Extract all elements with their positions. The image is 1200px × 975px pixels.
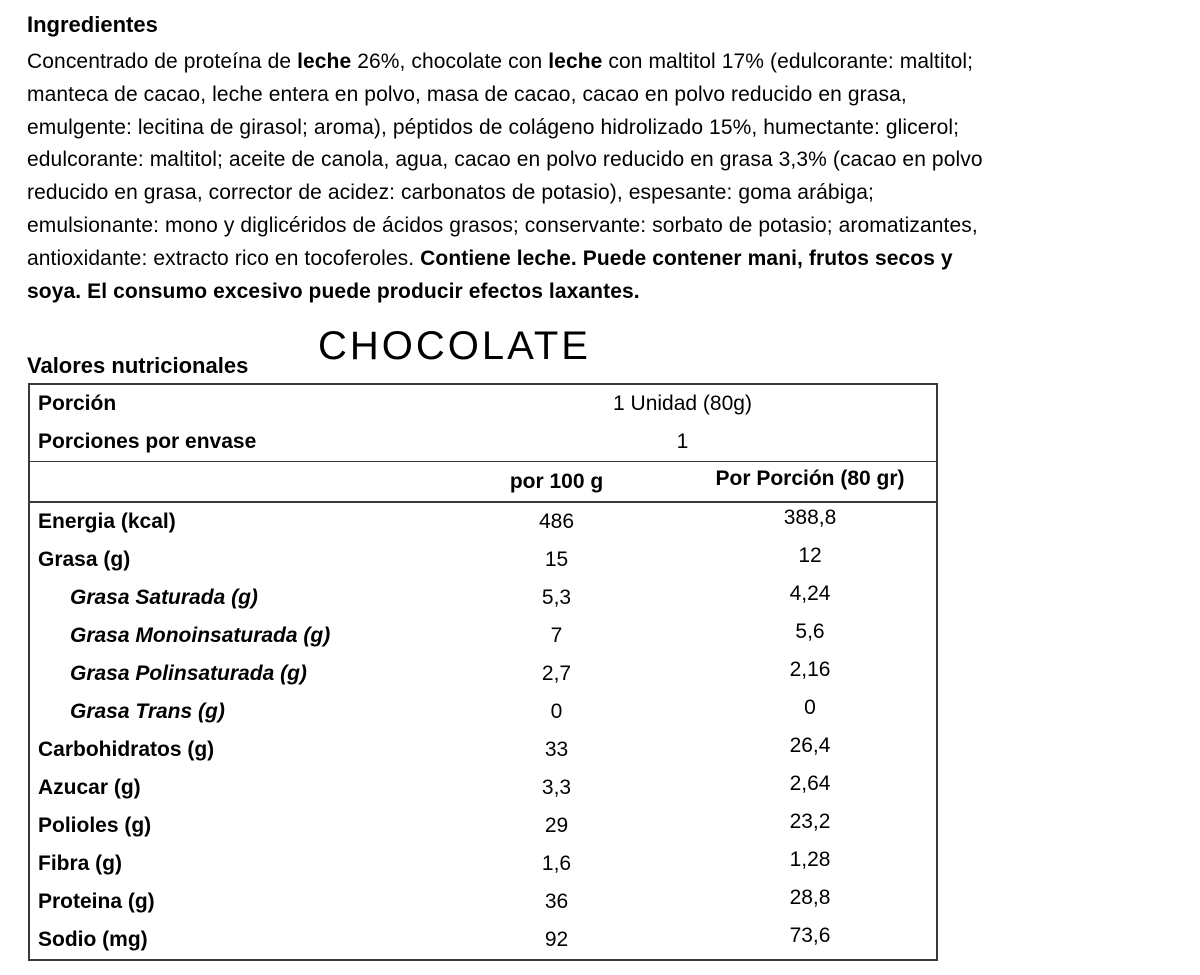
row-label: Energia (kcal)	[38, 510, 176, 534]
ingredients-line: manteca de cacao, leche entera en polvo,…	[27, 79, 1180, 112]
value-per-portion: 2,16	[789, 658, 831, 682]
ingredients-bold-text: soya. El consumo excesivo puede producir…	[27, 279, 640, 303]
value-per-portion: 2,64	[789, 772, 831, 796]
value-per-100g: 5,3	[541, 586, 572, 610]
value-per-100g: 0	[550, 700, 563, 724]
value-per-portion: 0	[804, 696, 816, 720]
value-per-100g: 92	[544, 928, 569, 952]
table-row: Grasa Trans (g) 0 0	[30, 693, 936, 731]
row-label: Polioles (g)	[38, 814, 152, 838]
nutrition-section-header: CHOCOLATE Valores nutricionales	[27, 308, 1180, 383]
ingredients-text: reducido en grasa, corrector de acidez: …	[27, 181, 874, 205]
ingredients-text: edulcorante: maltitol; aceite de canola,…	[27, 148, 983, 172]
table-row: Polioles (g) 29 23,2	[30, 807, 936, 845]
row-label: Fibra (g)	[38, 852, 122, 876]
value-per-100g: 486	[538, 510, 575, 534]
table-row: Grasa (g) 15 12	[30, 541, 936, 579]
value-per-portion: 23,2	[789, 810, 831, 834]
value-per-portion: 4,24	[789, 582, 831, 606]
row-label: Grasa (g)	[38, 548, 131, 572]
table-row: Fibra (g) 1,6 1,28	[30, 845, 936, 883]
row-label: Grasa Saturada (g)	[70, 586, 258, 610]
header-per-100g: por 100 g	[509, 469, 604, 493]
table-row: Azucar (g) 3,3 2,64	[30, 769, 936, 807]
row-label: Azucar (g)	[38, 776, 141, 800]
value-per-portion: 5,6	[795, 620, 825, 644]
serving-rows: Porción 1 Unidad (80g) Porciones por envas…	[30, 385, 936, 461]
table-row: Grasa Saturada (g) 5,3 4,24	[30, 579, 936, 617]
nutrition-section-label: Valores nutricionales	[27, 353, 249, 379]
ingredients-line: edulcorante: maltitol; aceite de canola,…	[27, 144, 1180, 177]
value-per-100g: 3,3	[541, 776, 572, 800]
ingredients-text: manteca de cacao, leche entera en polvo,…	[27, 82, 907, 106]
value-per-portion: 73,6	[789, 924, 831, 948]
ingredients-text: emulgente: lecitina de girasol; aroma), …	[27, 115, 960, 139]
row-label: Grasa Trans (g)	[70, 700, 225, 724]
value-per-100g: 29	[544, 814, 569, 838]
value-per-100g: 36	[544, 890, 569, 914]
row-label: Grasa Monoinsaturada (g)	[70, 624, 331, 648]
serving-row: Porciones por envase 1	[30, 423, 936, 461]
serving-row-value: 1	[676, 430, 689, 454]
ingredients-text: Concentrado de proteína de	[27, 50, 298, 73]
value-per-portion: 388,8	[783, 506, 837, 530]
value-per-portion: 1,28	[789, 848, 831, 872]
value-per-100g: 2,7	[541, 662, 572, 686]
serving-row: Porción 1 Unidad (80g)	[30, 385, 936, 423]
nutrition-table-body: Energia (kcal) 486 388,8 Grasa (g) 15 12 Grasa…	[30, 503, 936, 959]
ingredients-line: reducido en grasa, corrector de acidez: …	[27, 177, 1180, 210]
table-row: Sodio (mg) 92 73,6	[30, 921, 936, 959]
ingredients-line: emulsionante: mono y diglicéridos de áci…	[27, 210, 1180, 243]
ingredients-line: Concentrado de proteína de leche 26%, ch…	[27, 46, 1180, 79]
value-per-portion: 28,8	[789, 886, 831, 910]
serving-row-label: Porciones por envase	[38, 430, 257, 454]
value-per-100g: 7	[550, 624, 563, 648]
nutrition-table-header-row: por 100 g Por Porción (80 gr)	[30, 461, 936, 504]
table-row: Proteina (g) 36 28,8	[30, 883, 936, 921]
value-per-portion: 26,4	[789, 734, 831, 758]
table-row: Carbohidratos (g) 33 26,4	[30, 731, 936, 769]
serving-row-value: 1 Unidad (80g)	[613, 392, 752, 416]
serving-row-label: Porción	[38, 392, 117, 416]
row-label: Grasa Polinsaturada (g)	[70, 662, 307, 686]
row-label: Proteina (g)	[38, 890, 155, 914]
ingredients-bold-text: leche	[297, 50, 352, 73]
header-per-portion: Por Porción (80 gr)	[715, 466, 905, 490]
ingredients-heading: Ingredientes	[27, 12, 158, 37]
product-title: CHOCOLATE	[318, 324, 591, 369]
table-row: Energia (kcal) 486 388,8	[30, 503, 936, 541]
value-per-portion: 12	[798, 544, 822, 568]
value-per-100g: 1,6	[541, 852, 572, 876]
nutrition-table: Porción 1 Unidad (80g) Porciones por envas…	[28, 383, 938, 962]
ingredients-line: soya. El consumo excesivo puede producir…	[27, 276, 1180, 309]
ingredients-line: antioxidante: extracto rico en tocoferol…	[27, 243, 1180, 276]
row-label: Sodio (mg)	[38, 928, 148, 952]
ingredients-line: emulgente: lecitina de girasol; aroma), …	[27, 112, 1180, 145]
ingredients-bold-text: leche	[548, 50, 603, 73]
ingredients-text: emulsionante: mono y diglicéridos de áci…	[27, 213, 978, 237]
table-row: Grasa Monoinsaturada (g) 7 5,6	[30, 617, 936, 655]
table-row: Grasa Polinsaturada (g) 2,7 2,16	[30, 655, 936, 693]
ingredients-text: con maltitol 17% (edulcorante: maltitol;	[602, 50, 974, 73]
ingredients-text: 26%, chocolate con	[351, 50, 549, 73]
value-per-100g: 33	[544, 738, 569, 762]
ingredients-paragraph: Concentrado de proteína de leche 26%, ch…	[27, 46, 1180, 308]
ingredients-bold-text: Contiene leche. Puede contener mani, fru…	[420, 246, 953, 270]
ingredients-text: antioxidante: extracto rico en tocoferol…	[27, 246, 421, 270]
row-label: Carbohidratos (g)	[38, 738, 215, 762]
value-per-100g: 15	[544, 548, 569, 572]
